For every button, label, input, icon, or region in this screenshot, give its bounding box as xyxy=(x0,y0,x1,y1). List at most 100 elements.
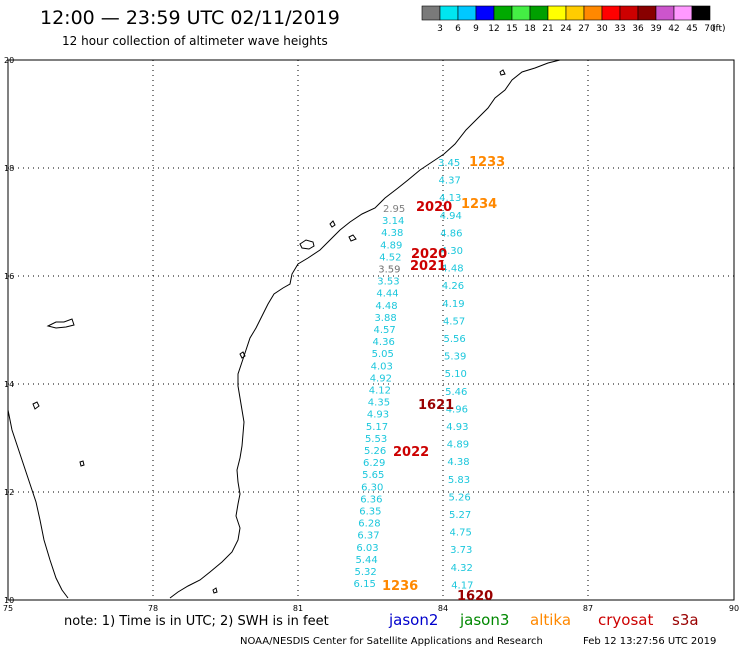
swh-value-west-track: 4.36 xyxy=(373,337,395,348)
map-frame xyxy=(7,59,735,601)
swh-value-west-track: 4.44 xyxy=(376,289,398,300)
map-title: 12:00 — 23:59 UTC 02/11/2019 xyxy=(40,7,340,29)
colorbar-swatch xyxy=(439,5,459,21)
swh-value-east-track: 3.73 xyxy=(450,545,472,556)
colorbar-swatch xyxy=(601,5,621,21)
island-small-5 xyxy=(79,460,85,467)
swh-value-west-track: 6.35 xyxy=(359,507,381,518)
colorbar-tick-label: 9 xyxy=(473,24,479,34)
swh-value-west-track: 3.88 xyxy=(374,313,396,324)
colorbar-tick-label: 45 xyxy=(686,24,697,34)
colorbar-swatch xyxy=(619,5,639,21)
colorbar-tick-label: 12 xyxy=(488,24,499,34)
colorbar-tick-label: 15 xyxy=(506,24,517,34)
colorbar-swatch xyxy=(547,5,567,21)
swh-value-east-track: 4.17 xyxy=(451,580,473,591)
swh-value-east-track: 5.27 xyxy=(449,510,471,521)
longitude-tick-label: 87 xyxy=(583,604,593,613)
swh-value-west-track: 6.37 xyxy=(357,531,379,542)
swh-value-east-track: 4.32 xyxy=(451,563,473,574)
latitude-tick-label: 18 xyxy=(4,164,14,173)
colorbar-swatch xyxy=(529,5,549,21)
colorbar-tick-label: 33 xyxy=(614,24,625,34)
swh-value-east-track: 4.86 xyxy=(440,228,462,239)
legend-item-jason2: jason2 xyxy=(388,611,438,629)
swh-value-east-track: 4.37 xyxy=(439,176,461,187)
swh-value-west-track: 3.53 xyxy=(377,277,399,288)
latitude-tick-label: 12 xyxy=(4,488,14,497)
pass-time-label: 1233 xyxy=(469,155,505,170)
swh-value-west-track: 6.03 xyxy=(356,543,378,554)
pass-time-label: 1621 xyxy=(418,398,454,413)
colorbar-tick-label: 27 xyxy=(578,24,589,34)
swh-value-west-track: 5.26 xyxy=(364,446,386,457)
colorbar-swatch xyxy=(637,5,657,21)
swh-value-east-track: 4.96 xyxy=(446,404,468,415)
longitude-tick-label: 84 xyxy=(438,604,448,613)
swh-value-east-track: 5.26 xyxy=(448,492,470,503)
legend-item-altika: altika xyxy=(530,611,571,629)
colorbar-unit: (ft) xyxy=(712,24,726,34)
swh-value-east-track: 4.13 xyxy=(439,193,461,204)
island-small-4 xyxy=(239,351,246,359)
colorbar-tick-label: 6 xyxy=(455,24,461,34)
colorbar-tick-label: 30 xyxy=(596,24,608,34)
swh-value-west-track: 5.32 xyxy=(355,567,377,578)
longitude-tick-label: 90 xyxy=(729,604,739,613)
island-small-3 xyxy=(32,401,40,410)
pass-time-label: 2021 xyxy=(410,259,446,274)
swh-value-east-track: 4.30 xyxy=(441,246,463,257)
colorbar-swatch xyxy=(511,5,531,21)
swh-value-west-track: 6.28 xyxy=(358,519,380,530)
pass-time-label: 1620 xyxy=(457,589,493,604)
swh-value-west-track: 4.48 xyxy=(375,301,397,312)
satellite-legend: jason2 jason3 altika cryosat s3a xyxy=(388,611,699,629)
map-subtitle: 12 hour collection of altimeter wave hei… xyxy=(62,34,328,48)
island-large xyxy=(299,239,315,250)
swh-value-west-track: 5.17 xyxy=(366,422,388,433)
swh-value-west-track: 5.05 xyxy=(372,349,394,360)
coastline xyxy=(7,59,561,599)
credit-text: NOAA/NESDIS Center for Satellite Applica… xyxy=(240,636,543,647)
latitude-tick-label: 10 xyxy=(4,596,14,605)
altimeter-tracks: 3.45 4.37 4.13 4.94 4.86 4.30 4.48 4.26 4.19 4.57… xyxy=(354,158,474,591)
colorbar-swatch xyxy=(457,5,477,21)
swh-value-west-track: 4.35 xyxy=(368,398,390,409)
swh-value-west-track: 6.15 xyxy=(354,579,376,590)
coastline-south-america xyxy=(7,409,69,599)
pass-time-label: 2020 xyxy=(411,247,447,262)
swh-value-west-track: 5.53 xyxy=(365,434,387,445)
swh-value-west-track: 4.38 xyxy=(381,228,403,239)
swh-value-west-track: 6.36 xyxy=(360,494,382,505)
graticule: 75 78 81 84 87 90 10 12 14 16 18 20 xyxy=(3,56,739,613)
swh-value-east-track: 5.10 xyxy=(445,369,467,380)
coastline-north-america xyxy=(169,59,561,599)
colorbar-swatch xyxy=(583,5,603,21)
swh-value-west-track: 5.65 xyxy=(362,470,384,481)
colorbar: 3 6 9 12 15 18 21 24 27 30 33 36 39 42 45 70 xyxy=(421,5,716,34)
colorbar-tick-label: 24 xyxy=(560,24,572,34)
colorbar-swatch xyxy=(673,5,693,21)
colorbar-swatch xyxy=(493,5,513,21)
swh-value-east-track: 4.89 xyxy=(447,440,469,451)
timestamp-text: Feb 12 13:27:56 UTC 2019 xyxy=(583,636,716,647)
legend-item-jason3: jason3 xyxy=(459,611,509,629)
latitude-tick-label: 16 xyxy=(4,272,14,281)
swh-value-west-track: 6.30 xyxy=(361,482,383,493)
colorbar-swatch xyxy=(565,5,585,21)
colorbar-tick-label: 42 xyxy=(668,24,679,34)
swh-value-east-track: 4.26 xyxy=(442,281,464,292)
swh-value-west-track: 4.52 xyxy=(379,252,401,263)
colorbar-swatch xyxy=(421,5,441,21)
pass-time-label: 1234 xyxy=(461,197,497,212)
latitude-tick-label: 20 xyxy=(4,56,14,65)
colorbar-tick-label: 70 xyxy=(704,24,716,34)
island-small-6 xyxy=(212,587,218,594)
colorbar-tick-label: 3 xyxy=(437,24,443,34)
colorbar-swatch xyxy=(691,5,711,21)
legend-item-s3a: s3a xyxy=(672,611,699,629)
swh-value-east-track: 5.46 xyxy=(445,387,467,398)
